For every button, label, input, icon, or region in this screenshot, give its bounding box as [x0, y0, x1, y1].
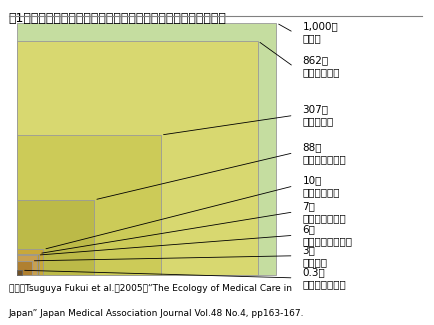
- Bar: [17, 200, 94, 275]
- Bar: [17, 135, 161, 275]
- Bar: [17, 270, 22, 275]
- Text: 3人
在宅医療: 3人 在宅医療: [302, 245, 326, 267]
- Text: 7人
一般病院に入院: 7人 一般病院に入院: [302, 201, 345, 223]
- Text: 10人
急患室を受診: 10人 急患室を受診: [302, 175, 339, 197]
- Bar: [17, 254, 39, 275]
- Text: 6人
大学病院外来受診: 6人 大学病院外来受診: [302, 224, 352, 246]
- Bar: [17, 255, 37, 275]
- Text: 307人
医師を受診: 307人 医師を受診: [302, 104, 333, 126]
- Text: 862人
何らかの異常: 862人 何らかの異常: [302, 56, 339, 78]
- Text: 1,000人
対象者: 1,000人 対象者: [302, 21, 337, 44]
- Text: 88人
病院外来を受診: 88人 病院外来を受診: [302, 142, 345, 164]
- Bar: [17, 41, 257, 275]
- Bar: [17, 261, 32, 275]
- Bar: [17, 23, 276, 275]
- Bar: [17, 250, 43, 275]
- Text: 出典：Tsuguya Fukui et al.（2005）“The Ecology of Medical Care in: 出典：Tsuguya Fukui et al.（2005）“The Ecolog…: [9, 284, 291, 293]
- Text: 0.3人
大学病院に入院: 0.3人 大学病院に入院: [302, 267, 345, 289]
- Text: 図1：日本人の一般住民における健康問題の発生頻度と対処行動: 図1：日本人の一般住民における健康問題の発生頻度と対処行動: [9, 12, 226, 25]
- Text: Japan” Japan Medical Association Journal Vol.48 No.4, pp163-167.: Japan” Japan Medical Association Journal…: [9, 309, 303, 318]
